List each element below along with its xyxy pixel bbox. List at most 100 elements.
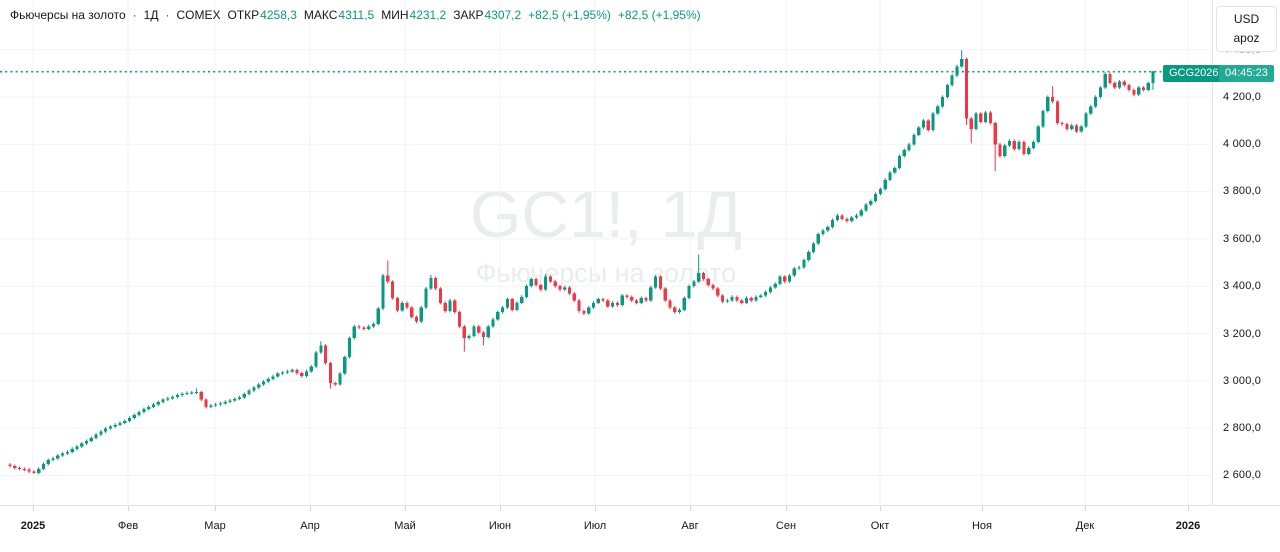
candle-body	[773, 283, 777, 288]
price-axis[interactable]: 4 400,04 200,04 000,03 800,03 600,03 400…	[1212, 0, 1280, 505]
contract-badge[interactable]: GCG2026	[1163, 65, 1225, 82]
candle-body	[304, 371, 309, 377]
low-value: 4231,2	[409, 8, 447, 22]
currency-label[interactable]: USD	[1233, 12, 1260, 26]
candle-body	[352, 326, 356, 339]
candle-body	[127, 417, 132, 422]
interval-button[interactable]: 1Д	[143, 8, 159, 22]
candle-body	[161, 399, 165, 403]
candle-body	[893, 167, 897, 173]
candle-body	[17, 467, 22, 469]
candle-body	[1027, 147, 1031, 154]
candle-body	[280, 372, 285, 374]
candle-body	[505, 299, 509, 308]
candle-body	[673, 307, 677, 313]
candle-body	[620, 295, 624, 306]
candle-body	[558, 286, 562, 290]
candle-body	[850, 217, 854, 222]
candle-body	[271, 376, 275, 379]
candle-body	[735, 296, 739, 301]
candle-body	[902, 150, 906, 157]
candle-body	[936, 106, 940, 114]
price-axis-label: 3 200,0	[1223, 328, 1262, 340]
candle-body	[89, 438, 93, 442]
candle-body	[1060, 123, 1064, 125]
candle-body	[993, 123, 997, 145]
candle-body	[51, 458, 55, 461]
candle-body	[668, 300, 672, 308]
candle-body	[400, 302, 404, 311]
candle-body	[156, 402, 160, 405]
candle-body	[424, 288, 428, 308]
candle-body	[654, 276, 658, 288]
time-axis-label: Дек	[1075, 520, 1095, 532]
candle-body	[118, 422, 122, 425]
exchange-label[interactable]: COMEX	[176, 8, 221, 22]
candle-body	[190, 392, 194, 394]
ohlc-high: МАКС 4311,5	[304, 8, 374, 22]
candle-body	[711, 285, 715, 289]
candle-body	[443, 302, 447, 312]
time-axis-label: 2026	[1175, 520, 1201, 532]
candle-body	[99, 431, 103, 435]
time-axis-tick	[33, 506, 34, 511]
candle-body	[108, 426, 113, 429]
candle-body	[874, 193, 878, 202]
candle-body	[434, 277, 438, 289]
candle-body	[1065, 124, 1069, 129]
currency-unit-box[interactable]: USD apoz	[1216, 6, 1277, 52]
candle-body	[218, 403, 223, 405]
candle-body	[481, 332, 486, 338]
time-axis-tick	[982, 506, 983, 511]
time-axis-tick	[595, 506, 596, 511]
change-value: +82,5 (+1,95%)	[528, 8, 611, 22]
candle-body	[386, 275, 390, 282]
candle-body	[931, 113, 935, 131]
candle-body	[1036, 126, 1040, 142]
candle-body	[113, 424, 117, 427]
time-axis-label: Июн	[488, 520, 512, 532]
candle-body	[94, 434, 98, 439]
candle-body	[682, 298, 686, 310]
candle-body	[1074, 125, 1079, 132]
chart-legend: Фьючерсы на золото · 1Д · COMEX ОТКР 425…	[10, 8, 701, 22]
candle-body	[644, 298, 648, 301]
candle-body	[1094, 97, 1098, 107]
candle-body	[1098, 87, 1102, 97]
candle-body	[371, 324, 376, 327]
price-axis-label: 4 000,0	[1223, 138, 1262, 150]
candle-body	[228, 400, 232, 402]
candle-body	[768, 287, 773, 293]
candle-body	[960, 59, 964, 67]
time-axis-tick	[880, 506, 881, 511]
candle-body	[921, 120, 926, 128]
candle-body	[1007, 140, 1012, 146]
time-axis-label: Май	[394, 520, 416, 532]
price-axis-label: 4 200,0	[1223, 91, 1262, 103]
bar-countdown: 04:45:23	[1219, 65, 1274, 82]
candle-body	[883, 179, 887, 190]
candle-body	[261, 381, 266, 385]
open-value: 4258,3	[260, 8, 297, 22]
candle-body	[830, 219, 835, 228]
candle-body	[687, 286, 691, 299]
candle-body	[324, 345, 328, 364]
candle-body	[520, 296, 524, 303]
candle-body	[878, 189, 883, 194]
time-axis-tick	[128, 506, 129, 511]
candle-body	[510, 299, 514, 310]
symbol-title[interactable]: Фьючерсы на золото	[10, 8, 126, 22]
candle-body	[1146, 83, 1150, 90]
candle-body	[730, 296, 734, 301]
high-label: МАКС	[303, 8, 338, 22]
candle-body	[1046, 97, 1050, 112]
candle-body	[979, 113, 983, 122]
candle-body	[252, 387, 256, 391]
price-axis-label: 3 400,0	[1223, 280, 1262, 292]
candle-body	[821, 230, 825, 235]
time-axis[interactable]: 2025 Фев Мар Апр Май Июн Июл Авг Сен Окт Ноя Дек 202…	[0, 505, 1280, 552]
candle-body	[553, 281, 557, 287]
candle-body	[405, 302, 409, 308]
unit-label[interactable]: apoz	[1233, 31, 1260, 45]
